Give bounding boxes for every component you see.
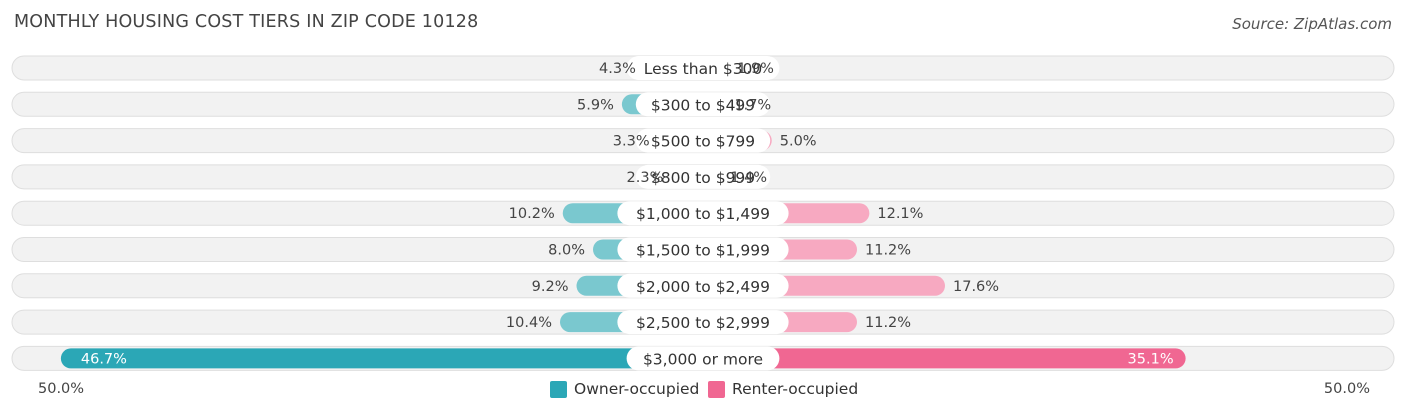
category-label: $1,000 to $1,499 bbox=[636, 205, 770, 223]
chart-title: MONTHLY HOUSING COST TIERS IN ZIP CODE 1… bbox=[14, 12, 479, 32]
owner-value-label: 9.2% bbox=[532, 279, 569, 295]
legend-owner: Owner-occupied bbox=[550, 380, 699, 398]
owner-value-label: 46.7% bbox=[81, 351, 127, 367]
axis-right-label: 50.0% bbox=[1323, 381, 1370, 397]
renter-value-label: 1.4% bbox=[730, 170, 767, 186]
renter-bar bbox=[693, 348, 1186, 369]
owner-bar bbox=[60, 348, 713, 369]
owner-value-label: 2.3% bbox=[627, 170, 664, 186]
legend-renter-label: Renter-occupied bbox=[732, 380, 859, 398]
renter-value-label: 17.6% bbox=[953, 279, 999, 295]
category-label: $3,000 or more bbox=[643, 350, 763, 368]
category-pill bbox=[617, 273, 789, 298]
category-pill bbox=[635, 164, 771, 189]
legend-renter-swatch bbox=[708, 380, 725, 398]
renter-value-label: 35.1% bbox=[1128, 351, 1174, 367]
category-label: Less than $300 bbox=[644, 60, 763, 78]
owner-value-label: 10.2% bbox=[509, 206, 555, 222]
renter-value-label: 11.2% bbox=[865, 243, 911, 259]
renter-value-label: 1.9% bbox=[737, 61, 774, 77]
category-pill bbox=[617, 310, 789, 335]
owner-value-label: 3.3% bbox=[613, 134, 650, 150]
legend-renter: Renter-occupied bbox=[708, 380, 858, 398]
renter-value-label: 11.2% bbox=[865, 315, 911, 331]
owner-value-label: 10.4% bbox=[506, 315, 552, 331]
category-pill bbox=[617, 201, 789, 226]
legend-owner-label: Owner-occupied bbox=[574, 380, 700, 398]
legend-owner-swatch bbox=[550, 380, 567, 398]
category-pill bbox=[635, 92, 771, 117]
source-label: Source: ZipAtlas.com bbox=[1232, 15, 1392, 33]
renter-value-label: 12.1% bbox=[877, 206, 923, 222]
category-label: $1,500 to $1,999 bbox=[636, 242, 770, 260]
owner-value-label: 5.9% bbox=[577, 97, 614, 113]
category-pill bbox=[617, 237, 789, 262]
category-pill bbox=[635, 128, 771, 153]
axis-left-label: 50.0% bbox=[38, 381, 85, 397]
category-pill bbox=[626, 346, 780, 371]
legend: Owner-occupied Renter-occupied bbox=[0, 380, 1406, 400]
category-pill bbox=[626, 56, 780, 80]
owner-value-label: 8.0% bbox=[548, 243, 585, 259]
category-label: $300 to $499 bbox=[651, 96, 755, 114]
category-label: $500 to $799 bbox=[651, 133, 755, 151]
owner-value-label: 4.3% bbox=[599, 61, 636, 77]
category-label: $2,000 to $2,499 bbox=[636, 278, 770, 296]
renter-value-label: 5.0% bbox=[780, 134, 817, 150]
category-label: $800 to $999 bbox=[651, 169, 755, 187]
category-label: $2,500 to $2,999 bbox=[636, 314, 770, 332]
renter-value-label: 1.7% bbox=[734, 97, 771, 113]
